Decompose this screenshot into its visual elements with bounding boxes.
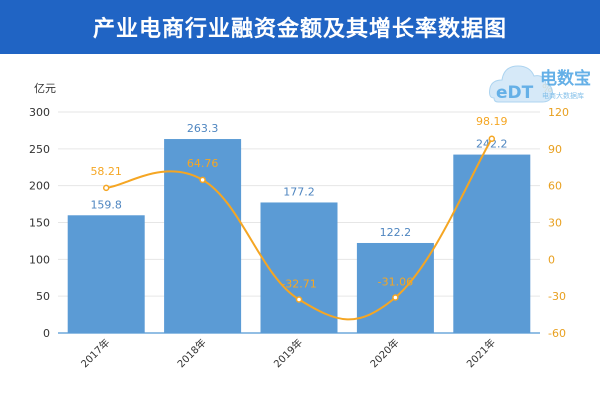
y-right-tick-label: 0: [548, 253, 555, 266]
watermark-brand: 电数宝: [540, 68, 591, 89]
title-bar: 产业电商行业融资金额及其增长率数据图: [0, 0, 600, 54]
bar-data-label: 177.2: [283, 185, 315, 198]
y-tick-label: 50: [36, 290, 50, 303]
y-tick-label: 0: [43, 327, 50, 340]
x-tick-label: 2019年: [271, 336, 305, 370]
bar-data-label: 122.2: [380, 226, 412, 239]
x-tick-label: 2020年: [367, 336, 401, 370]
bar-data-label: 159.8: [90, 198, 122, 211]
y-right-tick-label: 30: [548, 217, 562, 230]
line-data-label: -32.71: [281, 277, 316, 290]
line-point: [488, 135, 496, 143]
bar-data-label: 263.3: [187, 122, 219, 135]
bar: [260, 202, 338, 333]
page-title: 产业电商行业融资金额及其增长率数据图: [92, 17, 507, 42]
y-right-tick-label: 90: [548, 143, 562, 156]
line-point: [102, 184, 110, 192]
line-data-label: 58.21: [90, 165, 122, 178]
y-right-tick-label: -60: [548, 327, 566, 340]
y-tick-label: 150: [29, 217, 50, 230]
line-data-label: 64.76: [187, 157, 219, 170]
y-right-tick-label: 60: [548, 180, 562, 193]
x-tick-label: 2017年: [78, 336, 112, 370]
line-point: [295, 296, 303, 303]
y-tick-label: 300: [29, 106, 50, 119]
bar: [453, 154, 531, 333]
line-data-label: 98.19: [476, 115, 508, 128]
bar: [67, 215, 145, 333]
y-tick-label: 100: [29, 253, 50, 266]
x-tick-label: 2018年: [174, 336, 208, 370]
bar-data-label: 242.2: [476, 138, 508, 151]
line-point: [392, 294, 399, 301]
watermark-subtitle: 电商大数据库: [542, 91, 584, 100]
chart-svg: 050100150200250300亿元-60-300306090120%159…: [29, 82, 569, 370]
y-tick-label: 200: [29, 180, 50, 193]
y-axis-label: 亿元: [34, 82, 56, 95]
chart-area: 050100150200250300亿元-60-300306090120%159…: [0, 54, 600, 400]
x-tick-label: 2021年: [464, 336, 498, 370]
y-right-tick-label: -30: [548, 290, 566, 303]
watermark-logo: eDT 电数宝电商大数据库: [488, 58, 600, 118]
bar: [356, 242, 434, 333]
watermark-logo-text: eDT: [496, 83, 534, 103]
y-tick-label: 250: [29, 143, 50, 156]
line-point: [199, 176, 206, 184]
line-data-label: -31.06: [378, 275, 413, 288]
y-right-tick-label: 120: [548, 106, 569, 119]
